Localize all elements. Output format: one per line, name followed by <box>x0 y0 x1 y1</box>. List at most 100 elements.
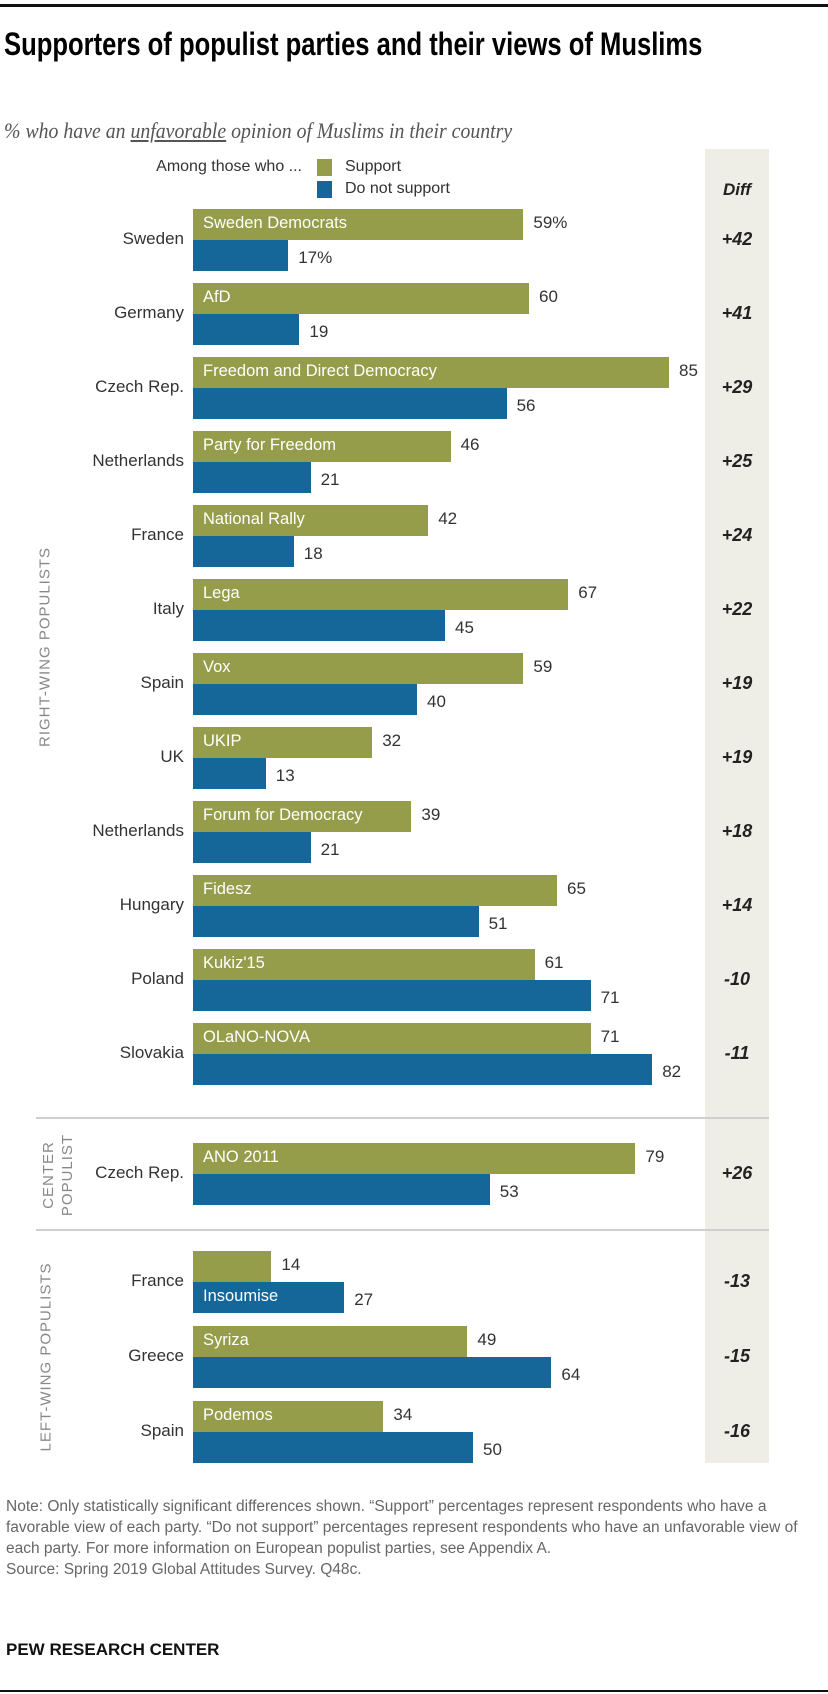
support-value: 59 <box>533 657 553 676</box>
diff-value: +26 <box>721 1163 753 1183</box>
chart-title: Supporters of populist parties and their… <box>4 26 703 62</box>
party-label: Insoumise <box>203 1287 279 1305</box>
support-bar <box>193 801 412 832</box>
diff-value: -16 <box>723 1421 750 1441</box>
support-bar <box>193 875 557 906</box>
not-support-bar <box>193 1054 653 1085</box>
not-support-value: 17% <box>298 248 333 267</box>
legend-support-swatch <box>317 159 332 176</box>
support-value: 46 <box>460 435 480 454</box>
support-bar <box>193 1023 591 1054</box>
country-label: Italy <box>152 599 184 618</box>
country-label: France <box>131 525 184 544</box>
party-label: Syriza <box>203 1331 249 1349</box>
support-bar <box>193 431 451 462</box>
not-support-bar <box>193 1357 552 1388</box>
not-support-bar <box>193 980 591 1011</box>
country-label: Spain <box>140 1421 184 1440</box>
support-value: 71 <box>600 1027 620 1046</box>
party-label: Freedom and Direct Democracy <box>203 362 437 380</box>
not-support-bar <box>193 832 311 863</box>
not-support-value: 27 <box>354 1290 374 1309</box>
not-support-bar <box>193 1432 473 1463</box>
diff-value: +41 <box>721 303 753 323</box>
support-bar <box>193 653 524 684</box>
not-support-value: 64 <box>561 1365 581 1384</box>
group-label: LEFT-WING POPULISTS <box>37 1262 55 1452</box>
diff-value: +25 <box>721 451 753 471</box>
party-label: ANO 2011 <box>203 1148 279 1166</box>
support-value: 42 <box>438 509 458 528</box>
party-label: Vox <box>203 658 231 676</box>
diff-header: Diff <box>722 180 751 199</box>
chart-note: Note: Only statistically significant dif… <box>6 1496 821 1580</box>
not-support-bar <box>193 758 266 789</box>
support-value: 49 <box>477 1330 497 1349</box>
diff-value: +22 <box>721 599 753 619</box>
not-support-value: 71 <box>600 988 620 1007</box>
support-value: 60 <box>539 287 558 306</box>
not-support-bar <box>193 536 294 567</box>
country-label: France <box>131 1271 184 1290</box>
party-label: Podemos <box>203 1406 273 1424</box>
support-bar <box>193 505 429 536</box>
subtitle-post: opinion of Muslims in their country <box>226 118 513 143</box>
not-support-bar <box>193 240 289 271</box>
not-support-bar <box>193 388 507 419</box>
support-bar <box>193 727 373 758</box>
party-label: Lega <box>203 584 240 602</box>
diff-column-background <box>705 149 769 1463</box>
group-divider <box>36 1229 769 1231</box>
group-label: CENTER POPULIST <box>40 1133 76 1217</box>
diff-value: +19 <box>721 673 753 693</box>
subtitle-emphasis: unfavorable <box>130 118 227 143</box>
country-label: Sweden <box>122 229 184 248</box>
legend-not-support-label: Do not support <box>345 180 450 197</box>
country-label: Greece <box>128 1346 184 1365</box>
country-label: Poland <box>131 969 184 988</box>
country-label: Netherlands <box>92 451 184 470</box>
party-label: National Rally <box>203 510 305 528</box>
country-label: Spain <box>140 673 184 692</box>
support-value: 85 <box>679 361 698 380</box>
diff-value: +24 <box>721 525 753 545</box>
not-support-bar <box>193 462 311 493</box>
support-value: 34 <box>393 1405 413 1424</box>
support-bar <box>193 1326 468 1357</box>
support-bar <box>193 1143 636 1174</box>
not-support-bar <box>193 314 300 345</box>
party-label: Fidesz <box>203 880 252 898</box>
not-support-value: 56 <box>516 396 536 415</box>
top-rule <box>0 4 828 7</box>
support-bar <box>193 357 669 388</box>
not-support-value: 45 <box>455 618 474 637</box>
support-value: 79 <box>645 1147 665 1166</box>
party-label: Sweden Democrats <box>203 214 347 232</box>
pew-logo-text: PEW RESEARCH CENTER <box>6 1640 220 1659</box>
support-bar <box>193 1251 272 1282</box>
not-support-value: 51 <box>488 914 508 933</box>
subtitle-pre: % who have an <box>4 118 131 143</box>
bottom-rule <box>0 1690 828 1692</box>
diff-value: -13 <box>723 1271 750 1291</box>
not-support-bar <box>193 610 445 641</box>
legend-not-support-swatch <box>317 181 332 198</box>
group-divider <box>36 1117 769 1119</box>
diff-value: -10 <box>723 969 750 989</box>
support-value: 65 <box>567 879 586 898</box>
diff-value: +18 <box>721 821 753 841</box>
party-label: OLaNO-NOVA <box>203 1028 310 1046</box>
diff-value: -15 <box>723 1346 750 1366</box>
support-value: 59% <box>533 213 568 232</box>
support-bar <box>193 949 535 980</box>
not-support-value: 40 <box>427 692 446 711</box>
support-bar <box>193 579 569 610</box>
support-value: 67 <box>578 583 598 602</box>
party-label: AfD <box>203 288 231 306</box>
chart-subtitle: % who have an unfavorable opinion of Mus… <box>4 118 512 144</box>
country-label: Czech Rep. <box>95 377 184 396</box>
note-text: Note: Only statistically significant dif… <box>6 1498 798 1557</box>
diff-value: +29 <box>721 377 753 397</box>
not-support-bar <box>193 906 479 937</box>
not-support-bar <box>193 1174 490 1205</box>
